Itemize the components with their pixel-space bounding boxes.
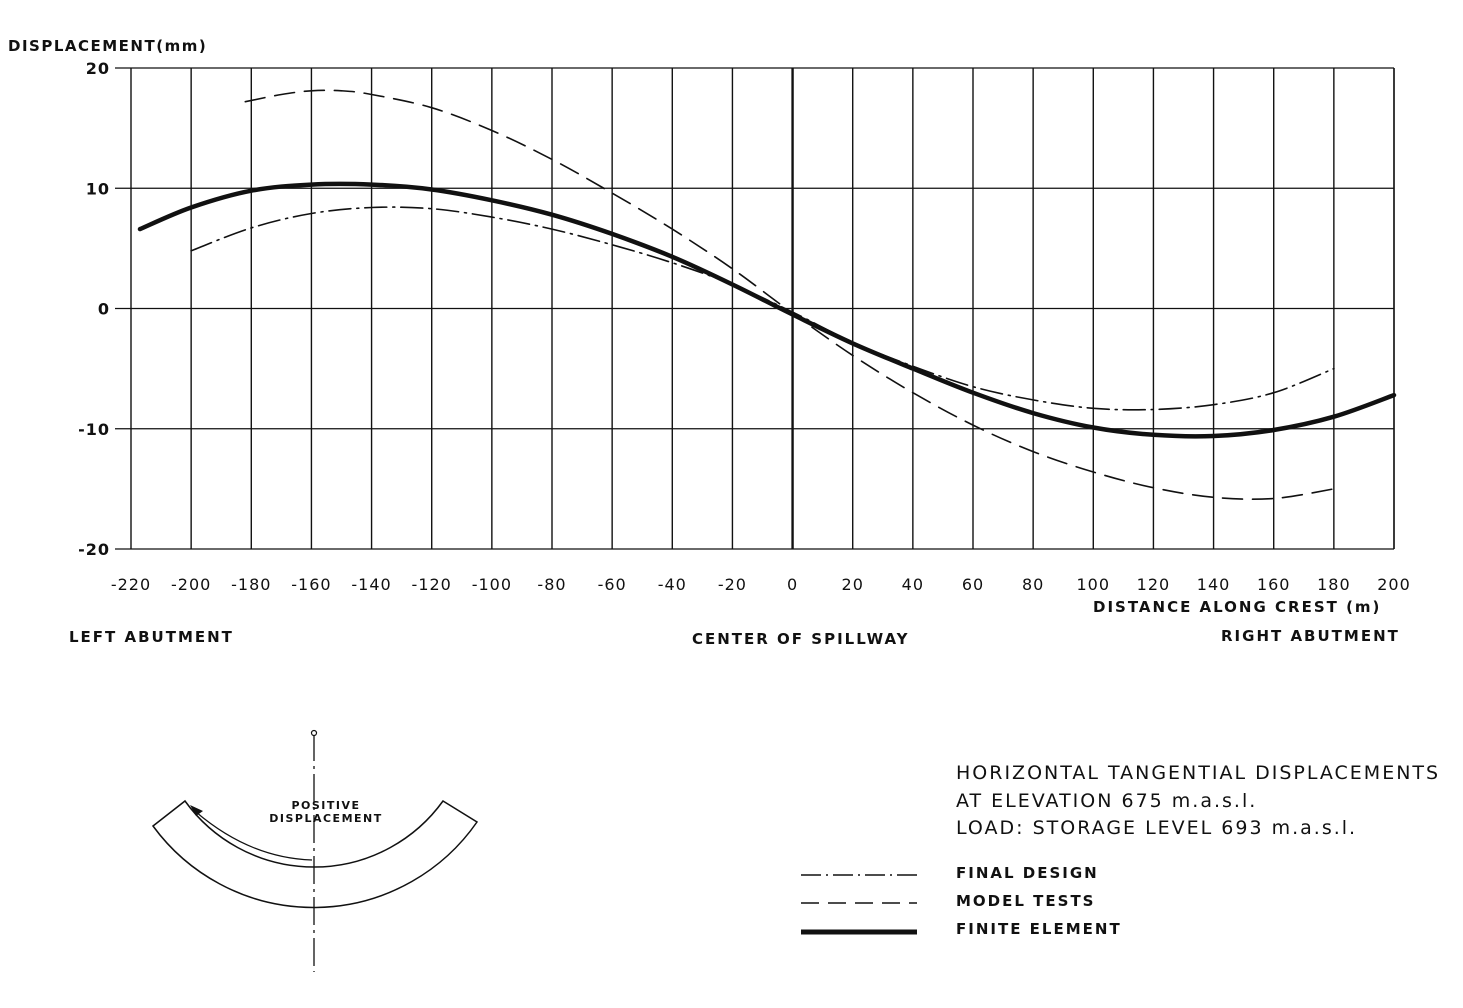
arrow-head-icon bbox=[190, 805, 203, 816]
chart-title-line-1: HORIZONTAL TANGENTIAL DISPLACEMENTS bbox=[956, 762, 1441, 784]
left-abutment-label: LEFT ABUTMENT bbox=[69, 628, 234, 646]
x-tick-label: 40 bbox=[902, 575, 924, 594]
x-tick-label: 20 bbox=[842, 575, 864, 594]
legend-swatch-dash-dot bbox=[801, 874, 917, 876]
x-tick-label: -120 bbox=[412, 575, 452, 594]
legend-label: FINITE ELEMENT bbox=[956, 920, 1122, 938]
series-line-model-tests bbox=[244, 89, 1335, 501]
x-tick-label: -180 bbox=[231, 575, 271, 594]
x-tick-label: 160 bbox=[1257, 575, 1291, 594]
legend-swatch-dashed bbox=[801, 902, 917, 904]
positive-displacement-label: POSITIVE DISPLACEMENT bbox=[269, 799, 383, 825]
x-tick-label: 140 bbox=[1197, 575, 1231, 594]
y-tick-label: 10 bbox=[86, 179, 110, 198]
y-tick-label: 0 bbox=[98, 300, 110, 319]
x-tick-label: 80 bbox=[1022, 575, 1044, 594]
x-tick-label: 180 bbox=[1317, 575, 1351, 594]
y-axis-label: DISPLACEMENT(mm) bbox=[8, 37, 208, 55]
chart-series bbox=[137, 89, 1397, 501]
x-tick-label: -40 bbox=[658, 575, 687, 594]
x-tick-label: -200 bbox=[171, 575, 211, 594]
x-tick-label: 0 bbox=[787, 575, 798, 594]
x-tick-label: -220 bbox=[111, 575, 151, 594]
y-tick-label: -10 bbox=[78, 420, 110, 439]
x-tick-label: -100 bbox=[472, 575, 512, 594]
y-tick-labels: -20 -10 0 10 20 bbox=[78, 59, 110, 559]
series-line-finite-element bbox=[137, 181, 1397, 439]
x-tick-label: -140 bbox=[351, 575, 391, 594]
center-spillway-label: CENTER OF SPILLWAY bbox=[692, 630, 910, 648]
legend-swatch-thick-solid bbox=[801, 929, 917, 935]
x-tick-label: 100 bbox=[1077, 575, 1111, 594]
x-tick-label: -60 bbox=[598, 575, 627, 594]
y-tick-label: -20 bbox=[78, 540, 110, 559]
positive-displacement-arrow bbox=[195, 811, 313, 861]
y-tick-label: 20 bbox=[86, 59, 110, 78]
axis-top-marker bbox=[310, 729, 318, 737]
legend-label: MODEL TESTS bbox=[956, 892, 1096, 910]
x-tick-labels: -220 -200 -180 -160 -140 -120 -100 -80 -60 -40 -20… bbox=[111, 575, 1411, 594]
chart-grid bbox=[115, 67, 1395, 550]
chart-title-line-3: LOAD: STORAGE LEVEL 693 m.a.s.l. bbox=[956, 817, 1358, 839]
x-tick-label: -80 bbox=[537, 575, 566, 594]
x-tick-label: 200 bbox=[1377, 575, 1411, 594]
right-abutment-label: RIGHT ABUTMENT bbox=[1221, 627, 1400, 645]
legend-label: FINAL DESIGN bbox=[956, 864, 1099, 882]
x-tick-label: 60 bbox=[962, 575, 984, 594]
x-tick-label: 120 bbox=[1137, 575, 1171, 594]
dam-arch-diagram bbox=[151, 729, 479, 972]
x-tick-label: -20 bbox=[718, 575, 747, 594]
x-tick-label: -160 bbox=[291, 575, 331, 594]
chart-title-line-2: AT ELEVATION 675 m.a.s.l. bbox=[956, 790, 1258, 812]
x-axis-label: DISTANCE ALONG CREST (m) bbox=[1093, 598, 1382, 616]
arch-outline bbox=[151, 799, 479, 909]
